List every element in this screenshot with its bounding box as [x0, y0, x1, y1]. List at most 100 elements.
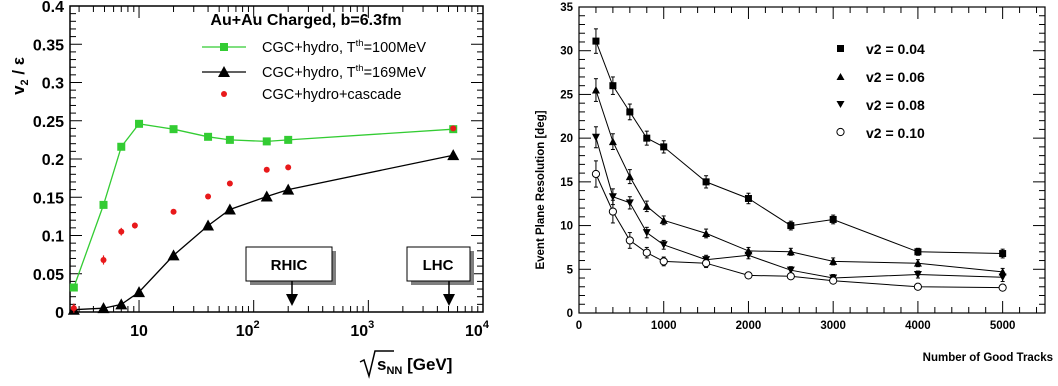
- data-point-triangle: [115, 298, 128, 310]
- y-tick-label: 5: [567, 264, 574, 276]
- left-chart-title: Au+Au Charged, b=6.3fm: [210, 12, 401, 29]
- data-point-triangle: [282, 183, 295, 195]
- data-point-triangle: [447, 149, 460, 161]
- y-tick-label: 0.25: [33, 114, 64, 131]
- legend-marker-square-green: [220, 43, 228, 51]
- data-point-triangle-up: [625, 172, 634, 181]
- legend-entry-1: CGC+hydro, Tth=100MeV: [262, 38, 426, 56]
- legend-entry-v2-008: v2 = 0.08: [866, 97, 925, 113]
- y-tick-label: 0.3: [42, 76, 64, 93]
- data-point-open-circle: [998, 283, 1007, 292]
- data-point-open-circle: [625, 236, 634, 245]
- series-1: [69, 119, 458, 292]
- y-tick-label: 20: [560, 133, 573, 145]
- right-plot-frame: [578, 6, 1046, 314]
- right-y-axis-label: Event Plane Resolution [deg]: [535, 110, 547, 269]
- series-2: [591, 78, 1007, 276]
- data-point-dot: [450, 125, 457, 132]
- sqrt-radical: [359, 350, 394, 379]
- data-point-open-circle: [744, 271, 753, 280]
- series-3: [591, 126, 1007, 283]
- data-point-square: [999, 250, 1007, 258]
- data-point-open-circle: [608, 207, 617, 216]
- data-point-dot: [70, 305, 77, 312]
- series-line: [73, 123, 454, 288]
- data-point-open-circle: [659, 257, 668, 266]
- data-point-dot: [205, 193, 212, 200]
- y-tick-label: 35: [560, 2, 573, 14]
- y-tick-label: 30: [560, 46, 573, 58]
- legend-entry-v2-004: v2 = 0.04: [866, 41, 925, 57]
- data-point-square: [643, 134, 651, 142]
- data-point-square: [69, 283, 78, 292]
- legend-marker-dot-red: [221, 91, 227, 97]
- data-point-triangle-down: [642, 229, 651, 237]
- right-x-axis-label: Number of Good Tracks: [923, 352, 1053, 364]
- y-tick-label: 10: [560, 221, 573, 233]
- data-point-dot: [263, 166, 270, 173]
- data-point-triangle-up: [786, 247, 795, 256]
- data-point-triangle-up: [608, 137, 617, 146]
- data-point-open-circle: [642, 248, 651, 257]
- data-point-square: [135, 119, 144, 128]
- left-x-axis-label: sNN [GeV]: [359, 350, 452, 379]
- data-point-triangle-down: [744, 251, 753, 260]
- data-point-square: [914, 248, 922, 256]
- data-point-open-circle: [786, 272, 795, 281]
- legend-entry-v2-006: v2 = 0.06: [866, 69, 925, 85]
- rhic-label: RHIC: [271, 257, 308, 274]
- x-tick-label: 1000: [651, 320, 677, 332]
- right-legend: v2 = 0.04 v2 = 0.06 v2 = 0.08 v2 = 0.10: [836, 41, 925, 141]
- data-point-triangle-down: [913, 271, 922, 279]
- data-point-triangle: [97, 302, 110, 314]
- data-point-triangle-down: [998, 273, 1007, 282]
- data-point-triangle: [167, 249, 180, 261]
- legend-marker-triangle: [218, 66, 230, 77]
- series-line: [73, 154, 454, 311]
- x-tick-label: 102: [236, 319, 260, 340]
- data-point-triangle-up: [642, 202, 651, 210]
- x-tick-label: 3000: [820, 320, 846, 332]
- data-point-triangle: [202, 219, 215, 231]
- lhc-annotation: LHC: [406, 246, 474, 306]
- data-point-triangle: [133, 286, 146, 298]
- left-y-axis-label: v2 / ε: [9, 57, 31, 95]
- data-point-square: [99, 200, 108, 209]
- data-point-triangle-up: [829, 257, 838, 265]
- data-point-triangle-down: [625, 199, 634, 207]
- data-point-square: [626, 108, 634, 116]
- data-point-square: [225, 135, 234, 144]
- data-point-dot: [118, 228, 125, 235]
- data-point-open-circle: [829, 276, 838, 285]
- data-point-triangle-down: [659, 241, 668, 249]
- y-tick-label: 0.1: [42, 229, 64, 246]
- series-line: [595, 137, 1003, 279]
- lhc-label: LHC: [423, 257, 454, 274]
- left-legend: CGC+hydro, Tth=100MeV CGC+hydro, Tth=169…: [202, 38, 426, 103]
- legend-entry-v2-010: v2 = 0.10: [866, 125, 925, 141]
- data-point-dot: [285, 164, 292, 171]
- data-point-dot: [131, 222, 138, 229]
- data-point-triangle-up: [913, 259, 922, 267]
- data-point-square: [702, 178, 710, 186]
- x-tick-label: 4000: [905, 320, 931, 332]
- svg-text:sNN [GeV]: sNN [GeV]: [377, 355, 452, 377]
- legend-marker-square: [837, 45, 844, 52]
- data-point-triangle-down: [608, 193, 617, 201]
- y-tick-label: 0.2: [42, 152, 64, 169]
- series-line: [595, 40, 1003, 254]
- x-tick-label: 5000: [990, 320, 1016, 332]
- data-point-square: [262, 137, 271, 146]
- series-line: [595, 89, 1003, 273]
- legend-marker-open-circle: [836, 127, 845, 137]
- legend-marker-triangle-up: [836, 73, 845, 80]
- series-line: [595, 173, 1003, 289]
- data-point-open-circle: [591, 169, 601, 179]
- data-point-square: [592, 37, 600, 45]
- data-point-triangle-down: [591, 133, 600, 142]
- data-point-triangle-down: [786, 266, 795, 275]
- y-tick-label: 25: [560, 89, 573, 101]
- lhc-arrow: [443, 294, 455, 306]
- data-point-square: [787, 222, 795, 230]
